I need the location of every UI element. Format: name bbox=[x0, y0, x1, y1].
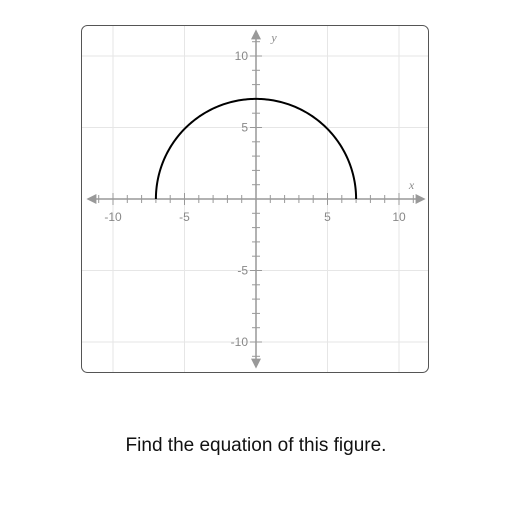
question-prompt: Find the equation of this figure. bbox=[125, 435, 387, 456]
tick-labels: -10 -5 5 10 10 5 -5 -10 x y bbox=[104, 30, 415, 349]
y-tick-label: 5 bbox=[241, 121, 248, 135]
y-tick-label: -5 bbox=[237, 264, 248, 278]
y-tick-label: 10 bbox=[235, 49, 249, 63]
y-tick-label: -10 bbox=[231, 335, 249, 349]
coordinate-graph: -10 -5 5 10 10 5 -5 -10 x y bbox=[81, 25, 429, 373]
grid-lines bbox=[82, 26, 428, 372]
semicircle-curve bbox=[154, 97, 358, 200]
x-tick-label: -10 bbox=[104, 210, 122, 224]
axes bbox=[86, 29, 426, 369]
y-axis-arrow-down bbox=[251, 358, 261, 369]
x-tick-label: 10 bbox=[392, 210, 406, 224]
x-tick-label: -5 bbox=[179, 210, 190, 224]
x-axis-arrow-left bbox=[86, 194, 97, 204]
plot-border bbox=[81, 25, 429, 373]
y-axis-label: y bbox=[270, 30, 277, 44]
curve-layer bbox=[154, 97, 358, 200]
y-axis-arrow-up bbox=[251, 29, 261, 40]
x-axis-label: x bbox=[408, 178, 415, 192]
x-axis-arrow-right bbox=[415, 194, 426, 204]
x-tick-label: 5 bbox=[324, 210, 331, 224]
